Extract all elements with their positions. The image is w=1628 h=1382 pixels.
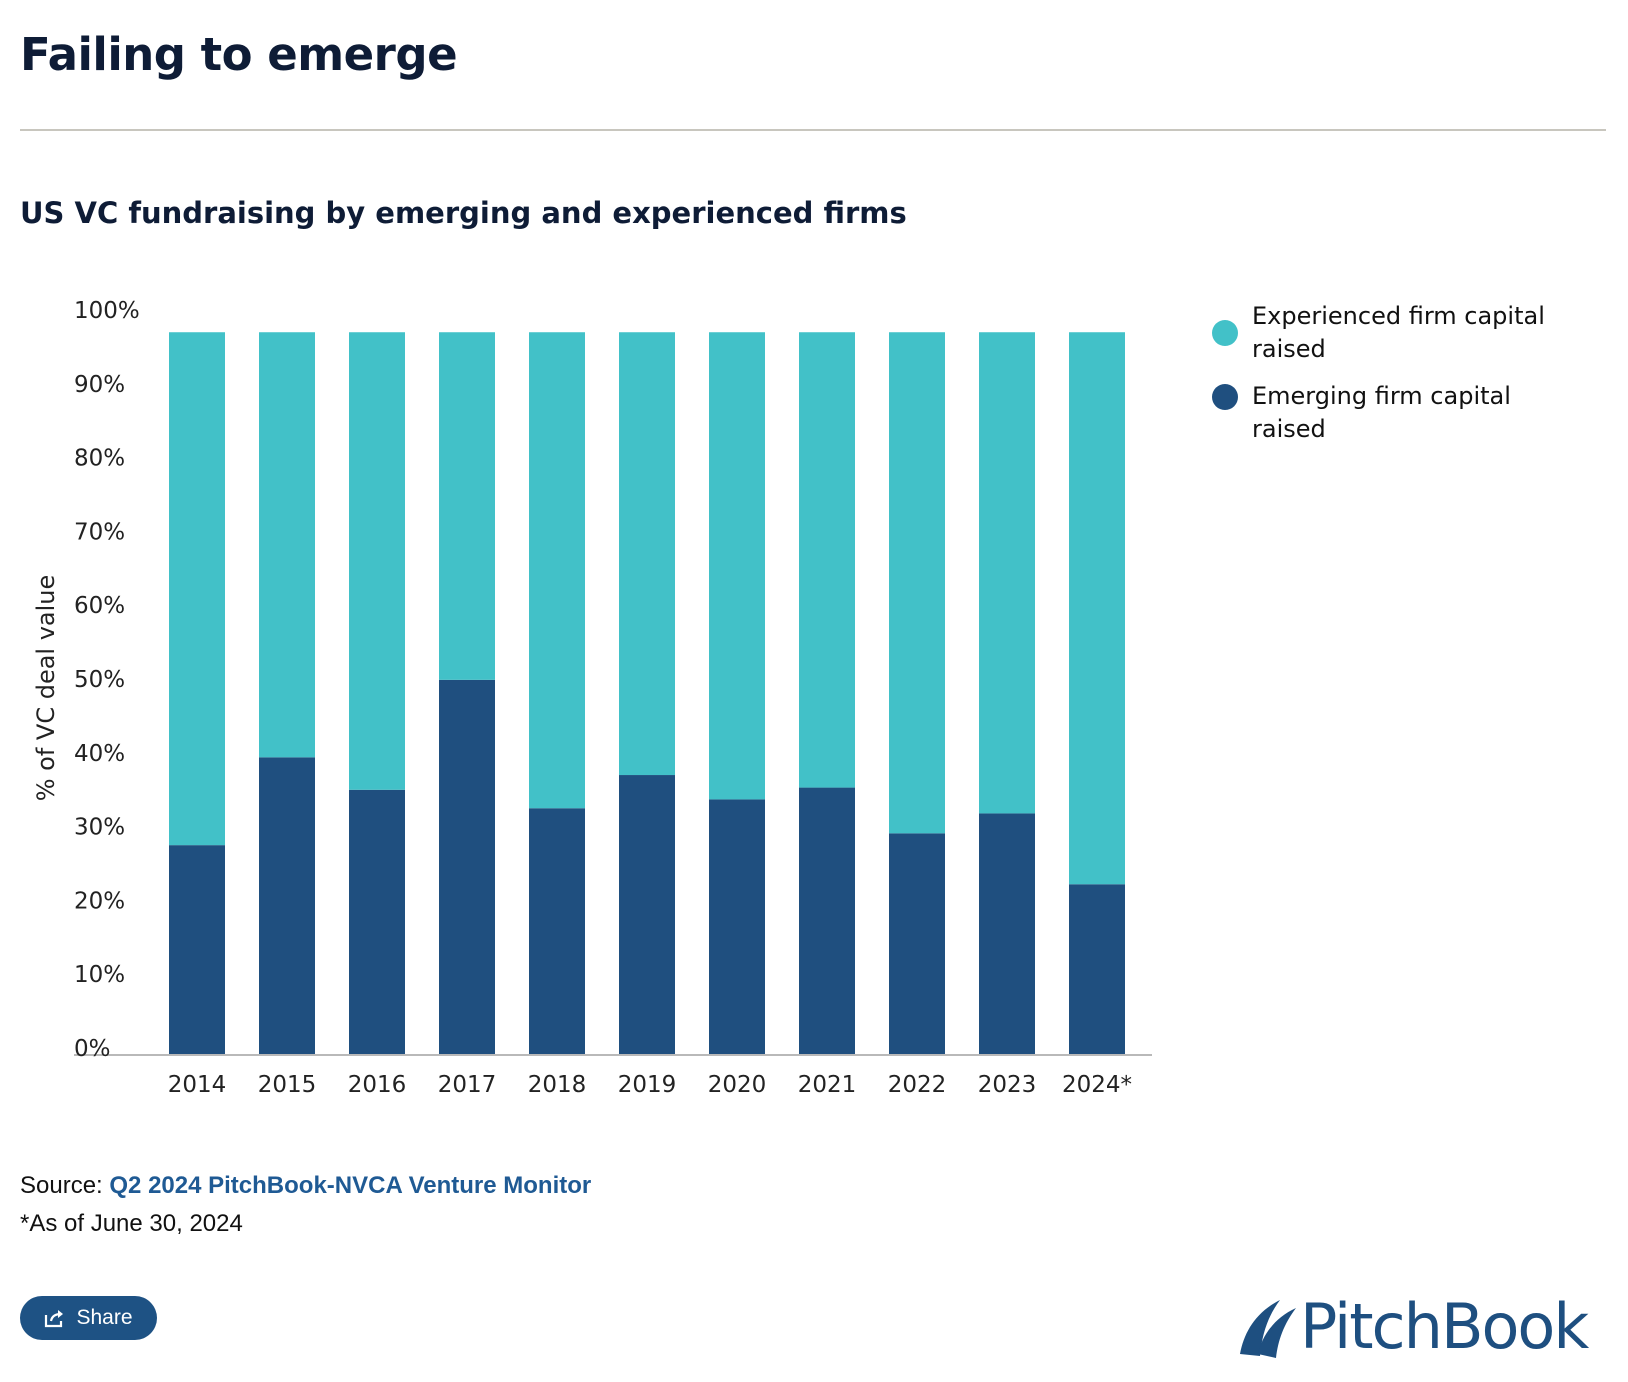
bar-experienced-2021 <box>799 332 855 788</box>
x-tick-label: 2024* <box>1062 1072 1132 1098</box>
x-tick-label: 2023 <box>978 1072 1037 1098</box>
share-label: Share <box>76 1306 133 1329</box>
bar-emerging-2014 <box>169 845 225 1054</box>
bar-experienced-2024 <box>1069 332 1125 885</box>
y-axis-ticks: 0% 10% 20% 30% 40% 50% 60% 70% 80% 90% 100% <box>74 298 140 1062</box>
source-link[interactable]: Q2 2024 PitchBook-NVCA Venture Monitor <box>109 1172 592 1199</box>
chart-subtitle: US VC fundraising by emerging and experi… <box>20 196 907 230</box>
logo-text: PitchBook <box>1300 1290 1589 1363</box>
y-tick-label: 10% <box>74 962 125 988</box>
bar-emerging-2017 <box>439 679 495 1054</box>
x-tick-label: 2018 <box>528 1072 587 1098</box>
x-axis-ticks: 2014 2015 2016 2017 2018 2019 2020 2021 2022 2023… <box>168 1072 1132 1098</box>
y-tick-label: 20% <box>74 888 125 914</box>
source-line: Source: Q2 2024 PitchBook-NVCA Venture M… <box>20 1172 591 1200</box>
x-tick-label: 2014 <box>168 1072 227 1098</box>
y-tick-label: 90% <box>74 372 125 398</box>
y-tick-label: 70% <box>74 519 125 545</box>
legend-item-emerging: Emerging firm capital raised <box>1212 380 1612 446</box>
bar-emerging-2024 <box>1069 884 1125 1054</box>
y-tick-label: 100% <box>74 298 140 324</box>
source-prefix: Source: <box>20 1172 103 1199</box>
bar-experienced-2014 <box>169 332 225 846</box>
legend-label-experienced: Experienced firm capital raised <box>1252 302 1545 363</box>
x-tick-label: 2015 <box>258 1072 317 1098</box>
bar-experienced-2020 <box>709 332 765 800</box>
bar-emerging-2016 <box>349 789 405 1054</box>
legend-swatch-emerging <box>1212 384 1238 410</box>
x-tick-label: 2020 <box>708 1072 767 1098</box>
bar-emerging-2015 <box>259 757 315 1054</box>
bar-emerging-2019 <box>619 775 675 1054</box>
x-tick-label: 2021 <box>798 1072 857 1098</box>
legend-swatch-experienced <box>1212 320 1238 346</box>
x-tick-label: 2017 <box>438 1072 497 1098</box>
bar-experienced-2015 <box>259 332 315 758</box>
x-tick-label: 2019 <box>618 1072 677 1098</box>
bar-experienced-2022 <box>889 332 945 834</box>
bar-experienced-2017 <box>439 332 495 680</box>
title-divider <box>20 129 1606 131</box>
y-tick-label: 0% <box>74 1036 111 1062</box>
y-tick-label: 50% <box>74 667 125 693</box>
share-icon <box>45 1310 64 1328</box>
bar-emerging-2020 <box>709 799 765 1054</box>
chart-legend: Experienced firm capital raised Emerging… <box>1212 300 1612 460</box>
legend-label-emerging: Emerging firm capital raised <box>1252 382 1511 443</box>
bar-emerging-2018 <box>529 808 585 1054</box>
bar-emerging-2021 <box>799 787 855 1054</box>
pitchbook-logo: PitchBook <box>1236 1290 1589 1363</box>
bar-experienced-2023 <box>979 332 1035 814</box>
bar-experienced-2018 <box>529 332 585 809</box>
pitchbook-sail-icon <box>1240 1300 1296 1358</box>
bar-experienced-2016 <box>349 332 405 790</box>
y-axis-label: % of VC deal value <box>32 575 60 802</box>
bar-emerging-2022 <box>889 833 945 1054</box>
chart-bars <box>169 332 1125 1054</box>
y-tick-label: 30% <box>74 815 125 841</box>
y-tick-label: 80% <box>74 446 125 472</box>
bar-experienced-2019 <box>619 332 675 776</box>
footnote: *As of June 30, 2024 <box>20 1210 243 1237</box>
x-tick-label: 2016 <box>348 1072 407 1098</box>
legend-item-experienced: Experienced firm capital raised <box>1212 300 1612 366</box>
stacked-bar-chart: 0%10%20%30%40%50%60%70%80%90%100% 2014 20… <box>32 298 1152 1098</box>
x-tick-label: 2022 <box>888 1072 947 1098</box>
bar-emerging-2023 <box>979 813 1035 1054</box>
share-button[interactable]: Share <box>20 1296 157 1340</box>
y-tick-label: 40% <box>74 741 125 767</box>
page-title: Failing to emerge <box>20 28 458 81</box>
y-tick-label: 60% <box>74 593 125 619</box>
